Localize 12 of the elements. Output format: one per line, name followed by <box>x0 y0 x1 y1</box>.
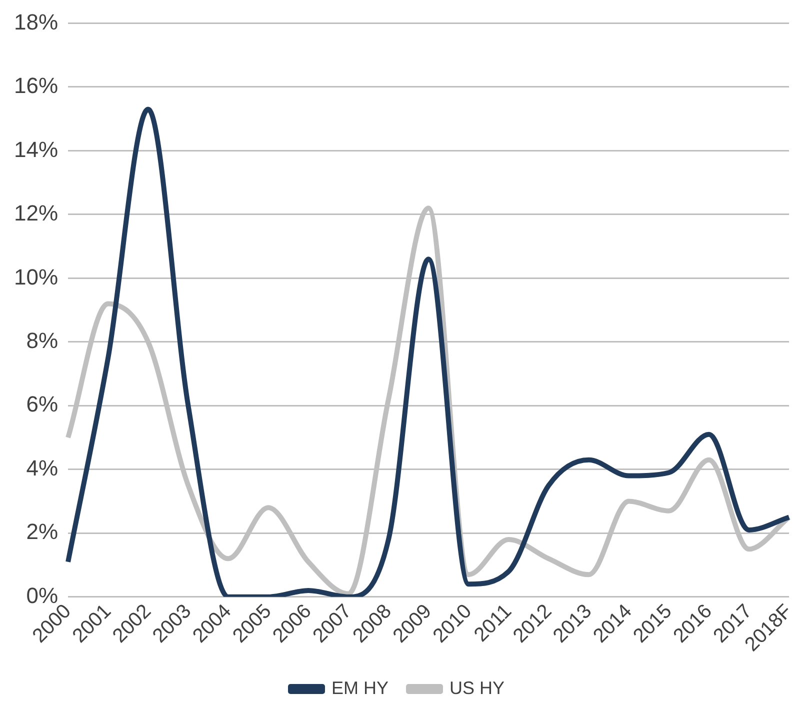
y-tick-label: 0% <box>26 582 58 608</box>
y-tick-label: 8% <box>26 328 58 353</box>
legend-label: US HY <box>450 678 505 698</box>
y-tick-label: 2% <box>26 519 58 544</box>
y-tick-label: 10% <box>14 264 58 290</box>
y-tick-label: 14% <box>14 136 58 162</box>
y-tick-label: 12% <box>14 200 58 226</box>
y-tick-label: 16% <box>14 73 58 98</box>
legend-label: EM HY <box>331 678 389 698</box>
y-tick-label: 18% <box>14 9 58 34</box>
y-tick-label: 4% <box>26 455 58 480</box>
y-tick-label: 6% <box>26 392 58 417</box>
